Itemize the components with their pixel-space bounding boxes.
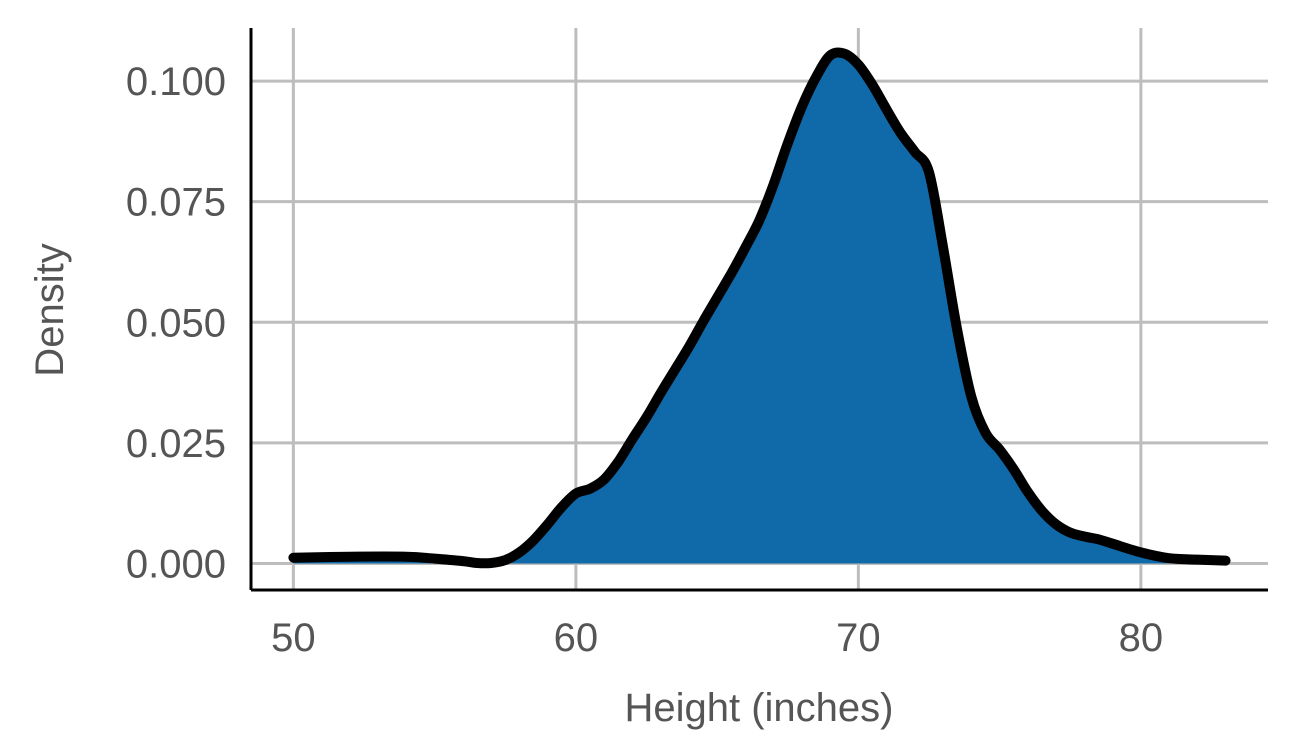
y-tick-label: 0.075 (126, 181, 226, 225)
y-axis-title: Density (28, 243, 72, 376)
x-tick-label: 80 (1119, 616, 1164, 660)
y-tick-label: 0.100 (126, 60, 226, 104)
x-tick-label: 70 (836, 616, 881, 660)
density-curve (288, 47, 1231, 569)
y-tick-label: 0.025 (126, 422, 226, 466)
y-axis-ticks: 0.000 0.025 0.050 0.075 0.100 (126, 60, 226, 586)
x-tick-label: 50 (271, 616, 316, 660)
y-tick-label: 0.050 (126, 301, 226, 345)
x-axis-ticks: 50 60 70 80 (271, 616, 1163, 660)
y-tick-label: 0.000 (126, 542, 226, 586)
density-area (293, 52, 1226, 564)
x-tick-label: 60 (554, 616, 599, 660)
x-axis-title: Height (inches) (624, 686, 893, 730)
